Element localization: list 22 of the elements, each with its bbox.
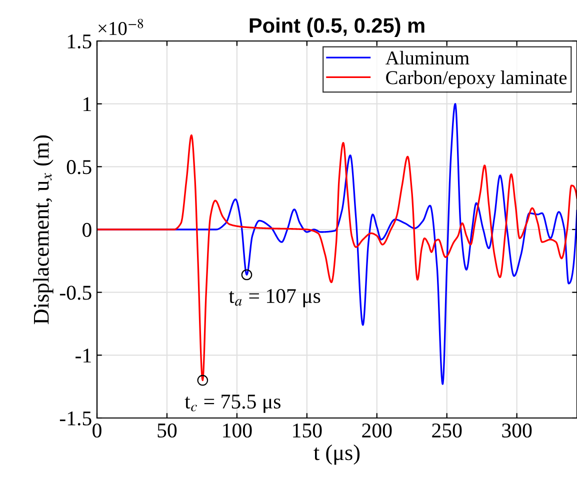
x-tick-label: 100: [223, 423, 252, 438]
x-axis-title: t (μs): [314, 444, 360, 465]
y-tick-label: -0.5: [60, 286, 92, 300]
y-tick-label: 1.5: [68, 34, 92, 49]
y-tick-label: 0: [82, 222, 92, 237]
x-tick-label: 150: [293, 423, 322, 438]
x-tick-label: 0: [92, 423, 102, 438]
x-tick-label: 50: [158, 423, 177, 438]
y-tick-label: 0.5: [66, 160, 92, 174]
legend-label: Aluminum: [385, 50, 470, 65]
y-tick-label: -1: [76, 348, 91, 362]
x-tick-label: 300: [502, 423, 532, 438]
y-axis-title: Displacement, u$_{x}$ (m): [33, 135, 54, 324]
x-tick-label: 250: [432, 423, 462, 438]
legend-label: Carbon/epoxy laminate: [386, 70, 567, 88]
y-tick-label: -1.5: [60, 411, 92, 426]
annotation: t$_{c}$ = 75.5 μs: [184, 394, 280, 413]
x-tick-label: 200: [362, 423, 392, 438]
y-tick-label: 1: [84, 97, 91, 112]
text: ×10$^{−8}$: [98, 18, 144, 36]
annotation: t$_{a}$ = 107 μs: [228, 288, 320, 308]
chart-title: Point (0.5, 0.25) m: [250, 18, 424, 37]
